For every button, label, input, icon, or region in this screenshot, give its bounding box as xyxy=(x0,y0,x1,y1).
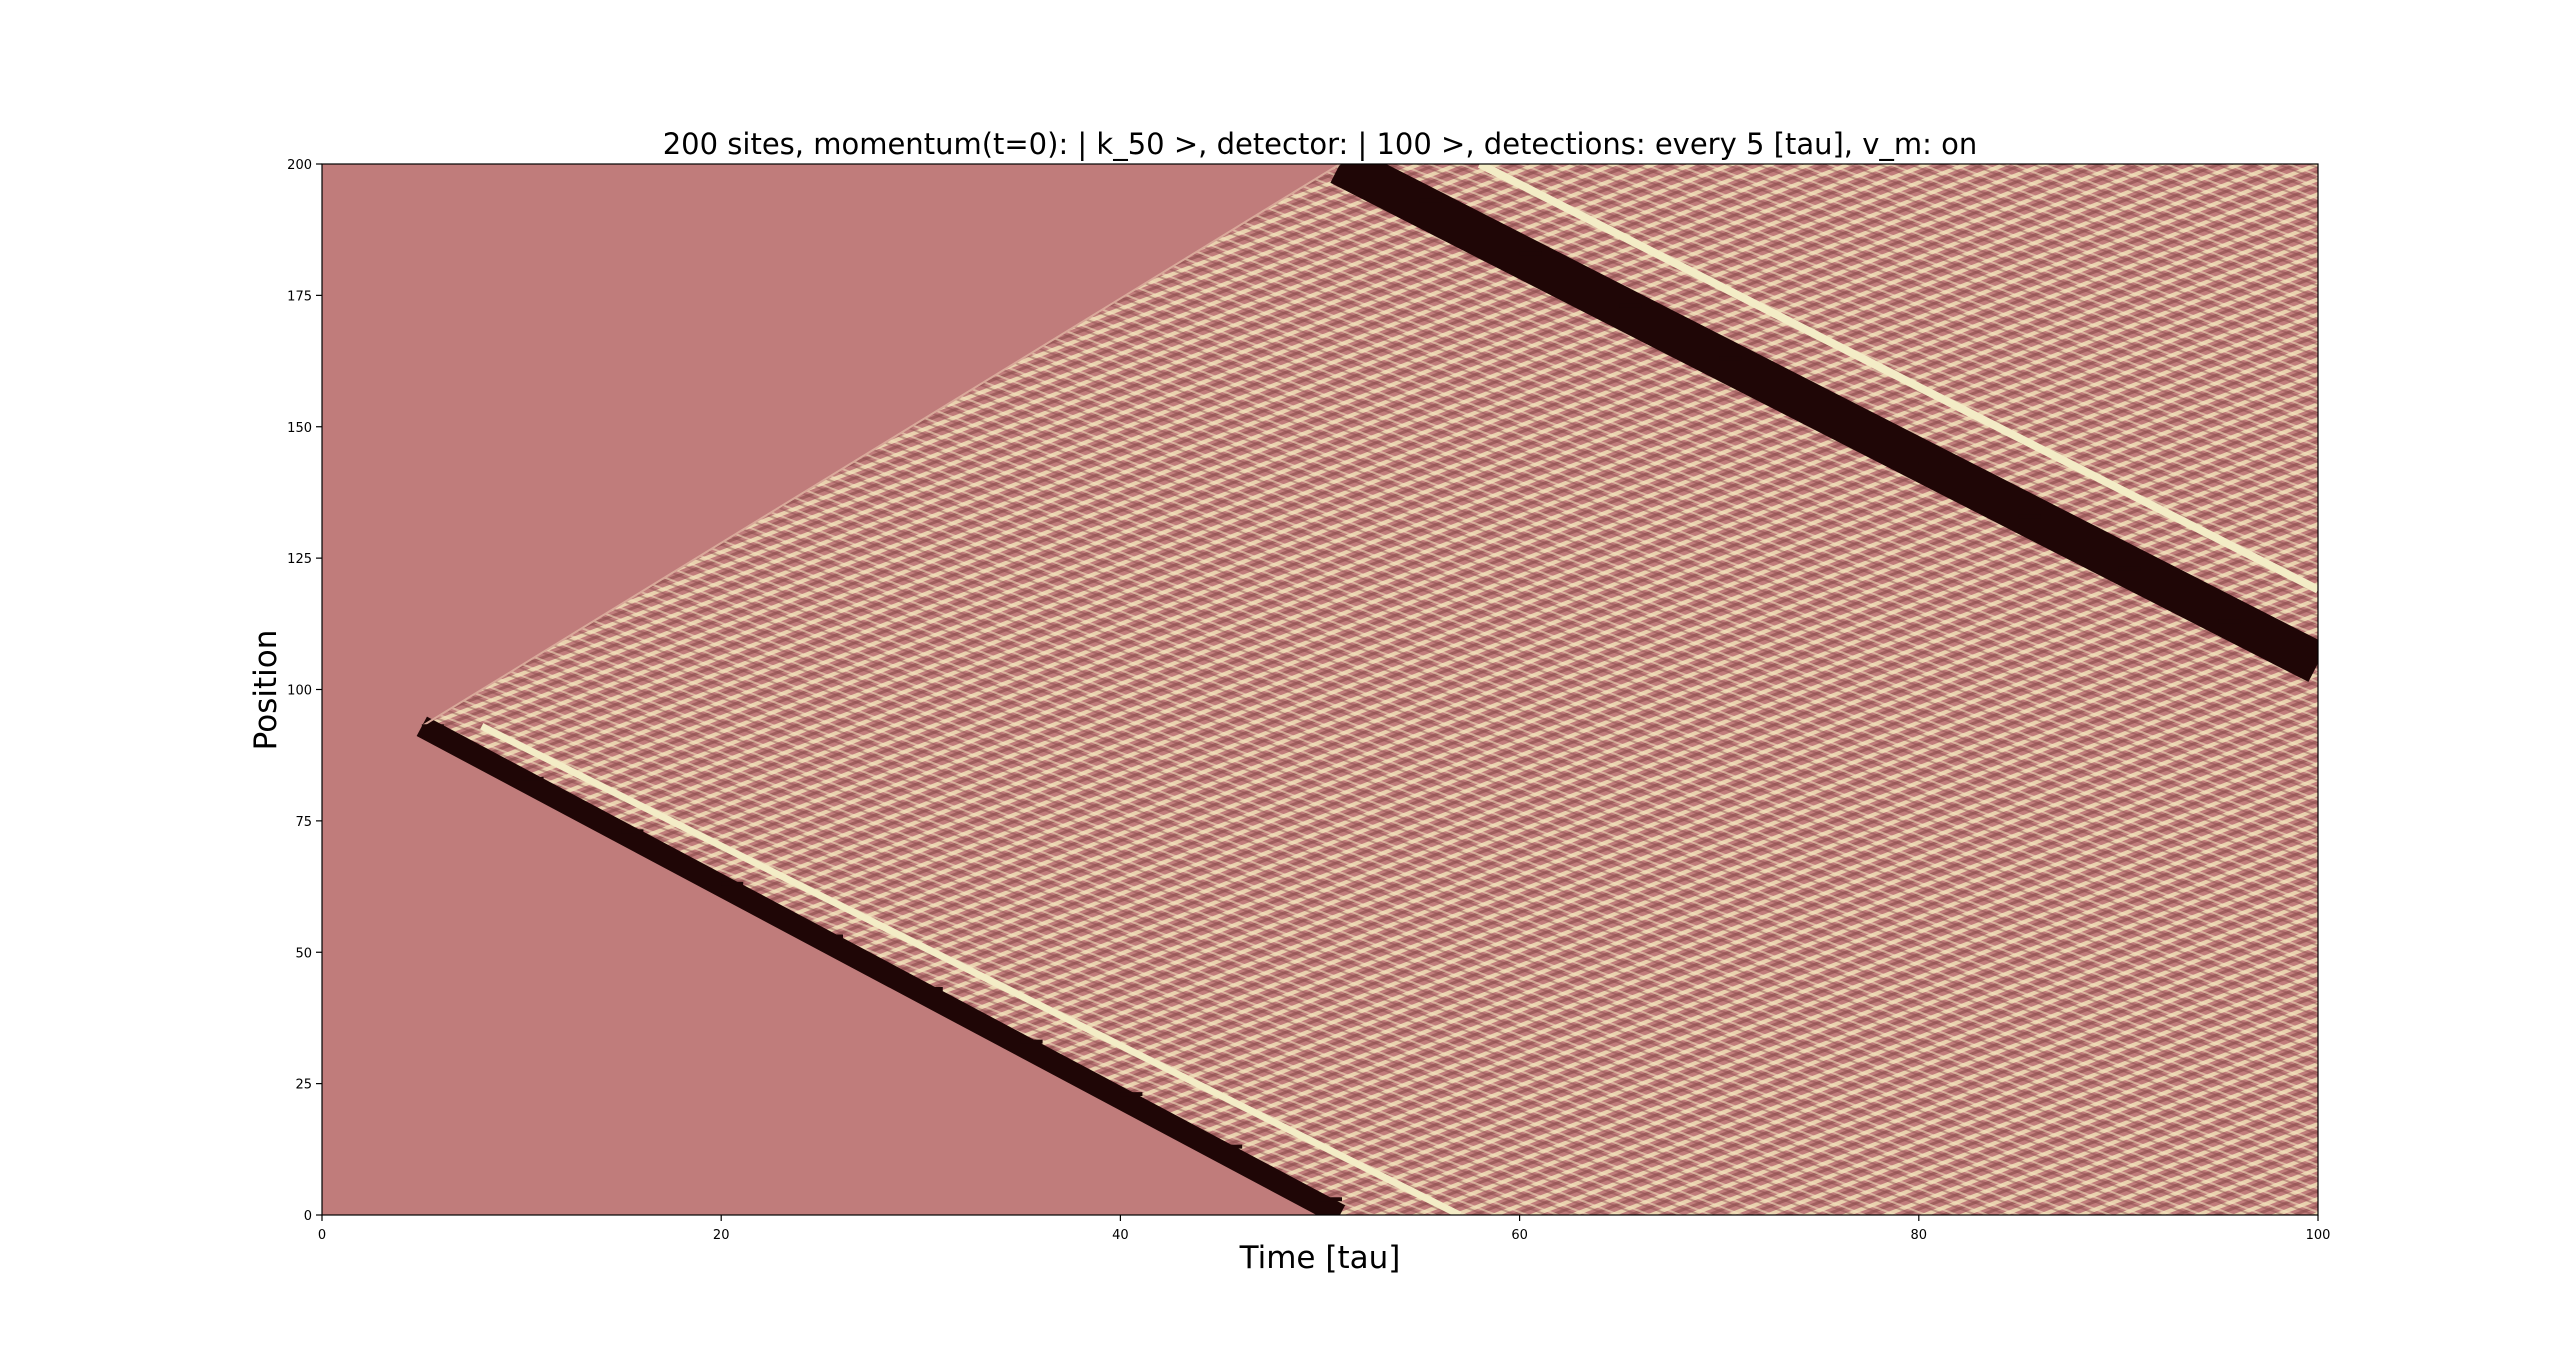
x-tick-label: 60 xyxy=(1511,1228,1528,1243)
y-tick-label: 0 xyxy=(304,1209,312,1224)
lower-wavefront-highlight xyxy=(480,723,1462,1215)
x-axis-ticks: 0 20 40 60 80 100 xyxy=(318,1215,2331,1243)
y-tick-label: 200 xyxy=(287,158,312,173)
detection-marks xyxy=(421,198,2241,1202)
x-tick-label: 40 xyxy=(1112,1228,1129,1243)
y-tick-label: 175 xyxy=(287,289,312,304)
y-tick-label: 150 xyxy=(287,421,312,436)
x-tick-label: 0 xyxy=(318,1228,326,1243)
y-tick-label: 100 xyxy=(287,684,312,699)
lower-wavefront-shadow xyxy=(416,716,1346,1215)
x-axis-label: Time [tau] xyxy=(1239,1240,1401,1276)
y-tick-label: 75 xyxy=(295,815,312,830)
plot-area xyxy=(322,164,2318,1215)
y-axis-ticks: 0 25 50 75 100 125 150 175 200 xyxy=(287,158,322,1224)
x-tick-label: 20 xyxy=(713,1228,730,1243)
y-tick-label: 50 xyxy=(295,946,312,961)
wrapped-wavefront-highlight xyxy=(1477,164,2318,594)
wavefronts xyxy=(416,164,2318,1215)
upper-wavefront-fade xyxy=(421,164,1341,728)
chart-title: 200 sites, momentum(t=0): | k_50 >, dete… xyxy=(663,127,1978,161)
x-tick-label: 80 xyxy=(1911,1228,1928,1243)
wrapped-wavefront-shadow xyxy=(1330,164,2318,682)
y-axis-label: Position xyxy=(248,630,284,751)
y-tick-label: 125 xyxy=(287,552,312,567)
x-tick-label: 100 xyxy=(2306,1228,2331,1243)
y-tick-label: 25 xyxy=(295,1078,312,1093)
